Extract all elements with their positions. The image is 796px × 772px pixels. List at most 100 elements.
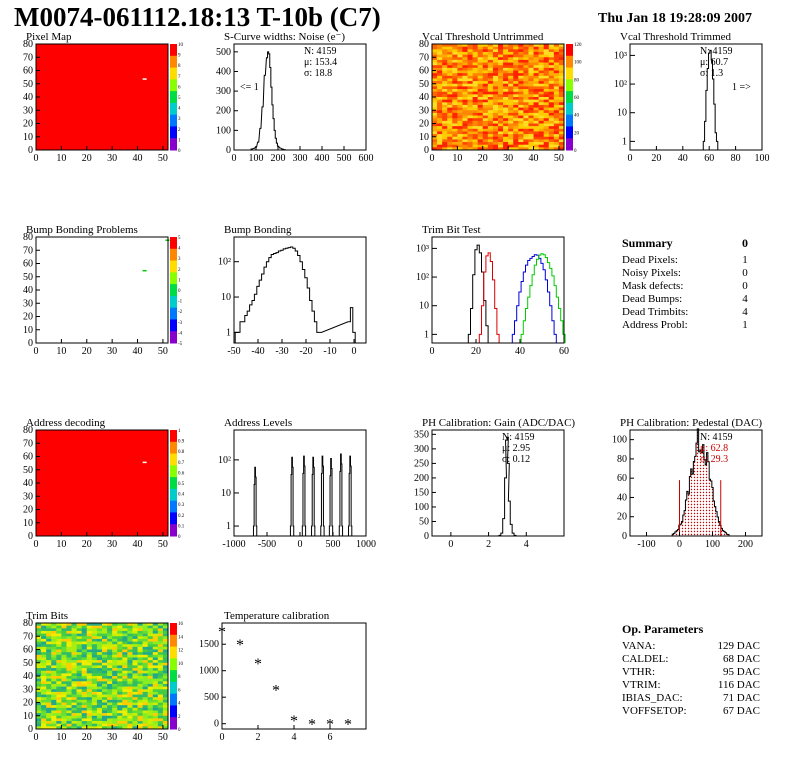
heatmap-cell — [96, 699, 103, 703]
heatmap-cell — [447, 62, 453, 66]
heatmap-cell — [528, 97, 534, 100]
heatmap-cell — [76, 678, 82, 682]
heatmap-cell — [147, 713, 154, 717]
heatmap-cell — [523, 94, 529, 98]
heatmap-cell — [508, 83, 514, 87]
heatmap-cell — [452, 144, 458, 148]
heatmap-cell — [477, 54, 484, 58]
heatmap-cell — [56, 694, 62, 698]
heatmap-cell — [96, 713, 103, 717]
heatmap-cell — [467, 89, 473, 92]
heatmap-cell — [117, 721, 123, 724]
heatmap-cell — [508, 78, 514, 82]
heatmap-cell — [457, 118, 463, 122]
heatmap-cell — [81, 665, 88, 669]
palette-tick-label: 5 — [178, 236, 181, 241]
heatmap-cell — [137, 673, 143, 677]
heatmap-cell — [102, 721, 108, 724]
heatmap-cell — [503, 115, 509, 119]
heatmap-cell — [51, 691, 57, 695]
heatmap-cell — [533, 97, 539, 100]
heatmap-cell — [36, 713, 42, 717]
heatmap-cell — [518, 44, 524, 47]
heatmap-cell — [523, 115, 529, 119]
heatmap-cell — [132, 713, 138, 717]
data-point: * — [218, 624, 226, 641]
heatmap-cell — [41, 721, 47, 724]
heatmap-cell — [61, 641, 67, 645]
heatmap-cell — [147, 697, 154, 701]
heatmap-cell — [76, 673, 82, 677]
y-tick-label: 60 — [23, 66, 33, 77]
histogram-series — [702, 49, 719, 150]
heatmap-cell — [467, 62, 473, 66]
heatmap-cell — [498, 94, 504, 98]
heatmap-cell — [51, 636, 57, 640]
heatmap-cell — [117, 646, 123, 650]
palette-tick-label: 80 — [574, 78, 580, 83]
heatmap-cell — [162, 718, 169, 722]
heatmap-cell — [432, 44, 438, 47]
heatmap-cell — [56, 699, 62, 703]
heatmap-cell — [528, 147, 534, 151]
heatmap-cell — [107, 713, 113, 717]
heatmap-cell — [432, 49, 438, 53]
heatmap-cell — [91, 710, 98, 714]
heatmap-cell — [543, 144, 550, 148]
heatmap-cell — [132, 623, 138, 626]
heatmap-cell — [548, 144, 555, 148]
heatmap-cell — [498, 54, 504, 58]
heatmap-cell — [543, 86, 550, 90]
heatmap-cell — [447, 110, 453, 114]
heatmap-cell — [498, 104, 504, 108]
heatmap-cell — [482, 131, 489, 135]
heatmap-cell — [518, 91, 524, 95]
heatmap-cell — [147, 673, 154, 677]
heatmap-cell — [462, 57, 468, 61]
heatmap-cell — [162, 662, 169, 666]
palette-swatch — [566, 138, 573, 151]
heatmap-cell — [117, 649, 123, 653]
palette-tick-label: 1 — [178, 429, 181, 434]
palette-swatch — [170, 272, 177, 285]
heatmap-cell — [147, 702, 154, 706]
x-tick-label: 0 — [448, 539, 453, 550]
heatmap-cell — [102, 660, 108, 664]
heatmap-cell — [71, 657, 77, 661]
heatmap-cell — [66, 705, 72, 709]
chart-title: Address Levels — [224, 417, 292, 429]
heatmap-cell — [86, 676, 93, 679]
heatmap-cell — [457, 83, 463, 87]
heatmap-cell — [437, 120, 443, 124]
palette-tick-label: 0.4 — [178, 493, 185, 498]
heatmap-cell — [482, 120, 489, 124]
heatmap-cell — [117, 673, 123, 677]
heatmap-cell — [447, 65, 453, 69]
heatmap-cell — [162, 652, 169, 656]
heatmap-cell — [553, 118, 560, 122]
heatmap-cell — [162, 705, 169, 709]
palette-tick-label: 0 — [178, 289, 181, 294]
heatmap-cell — [482, 94, 489, 98]
heatmap-cell — [558, 147, 565, 151]
heatmap-cell — [523, 142, 529, 145]
heatmap-cell — [152, 665, 159, 669]
heatmap-cell — [538, 144, 544, 148]
heatmap-cell — [147, 726, 154, 730]
heatmap-cell — [523, 54, 529, 58]
x-tick-label: 0 — [298, 539, 303, 550]
heatmap-cell — [51, 715, 57, 719]
heatmap-cell — [538, 73, 544, 77]
chart-title: PH Calibration: Gain (ADC/DAC) — [422, 417, 575, 429]
heatmap-cell — [548, 54, 555, 58]
heatmap-cell — [112, 702, 118, 706]
heatmap-cell — [112, 697, 118, 701]
heatmap-cell — [533, 147, 539, 151]
heatmap-cell — [487, 123, 494, 127]
heatmap-cell — [46, 670, 52, 674]
heatmap-cell — [538, 134, 544, 138]
heatmap-cell — [142, 78, 147, 80]
heatmap-cell — [81, 641, 88, 645]
heatmap-cell — [482, 142, 489, 145]
